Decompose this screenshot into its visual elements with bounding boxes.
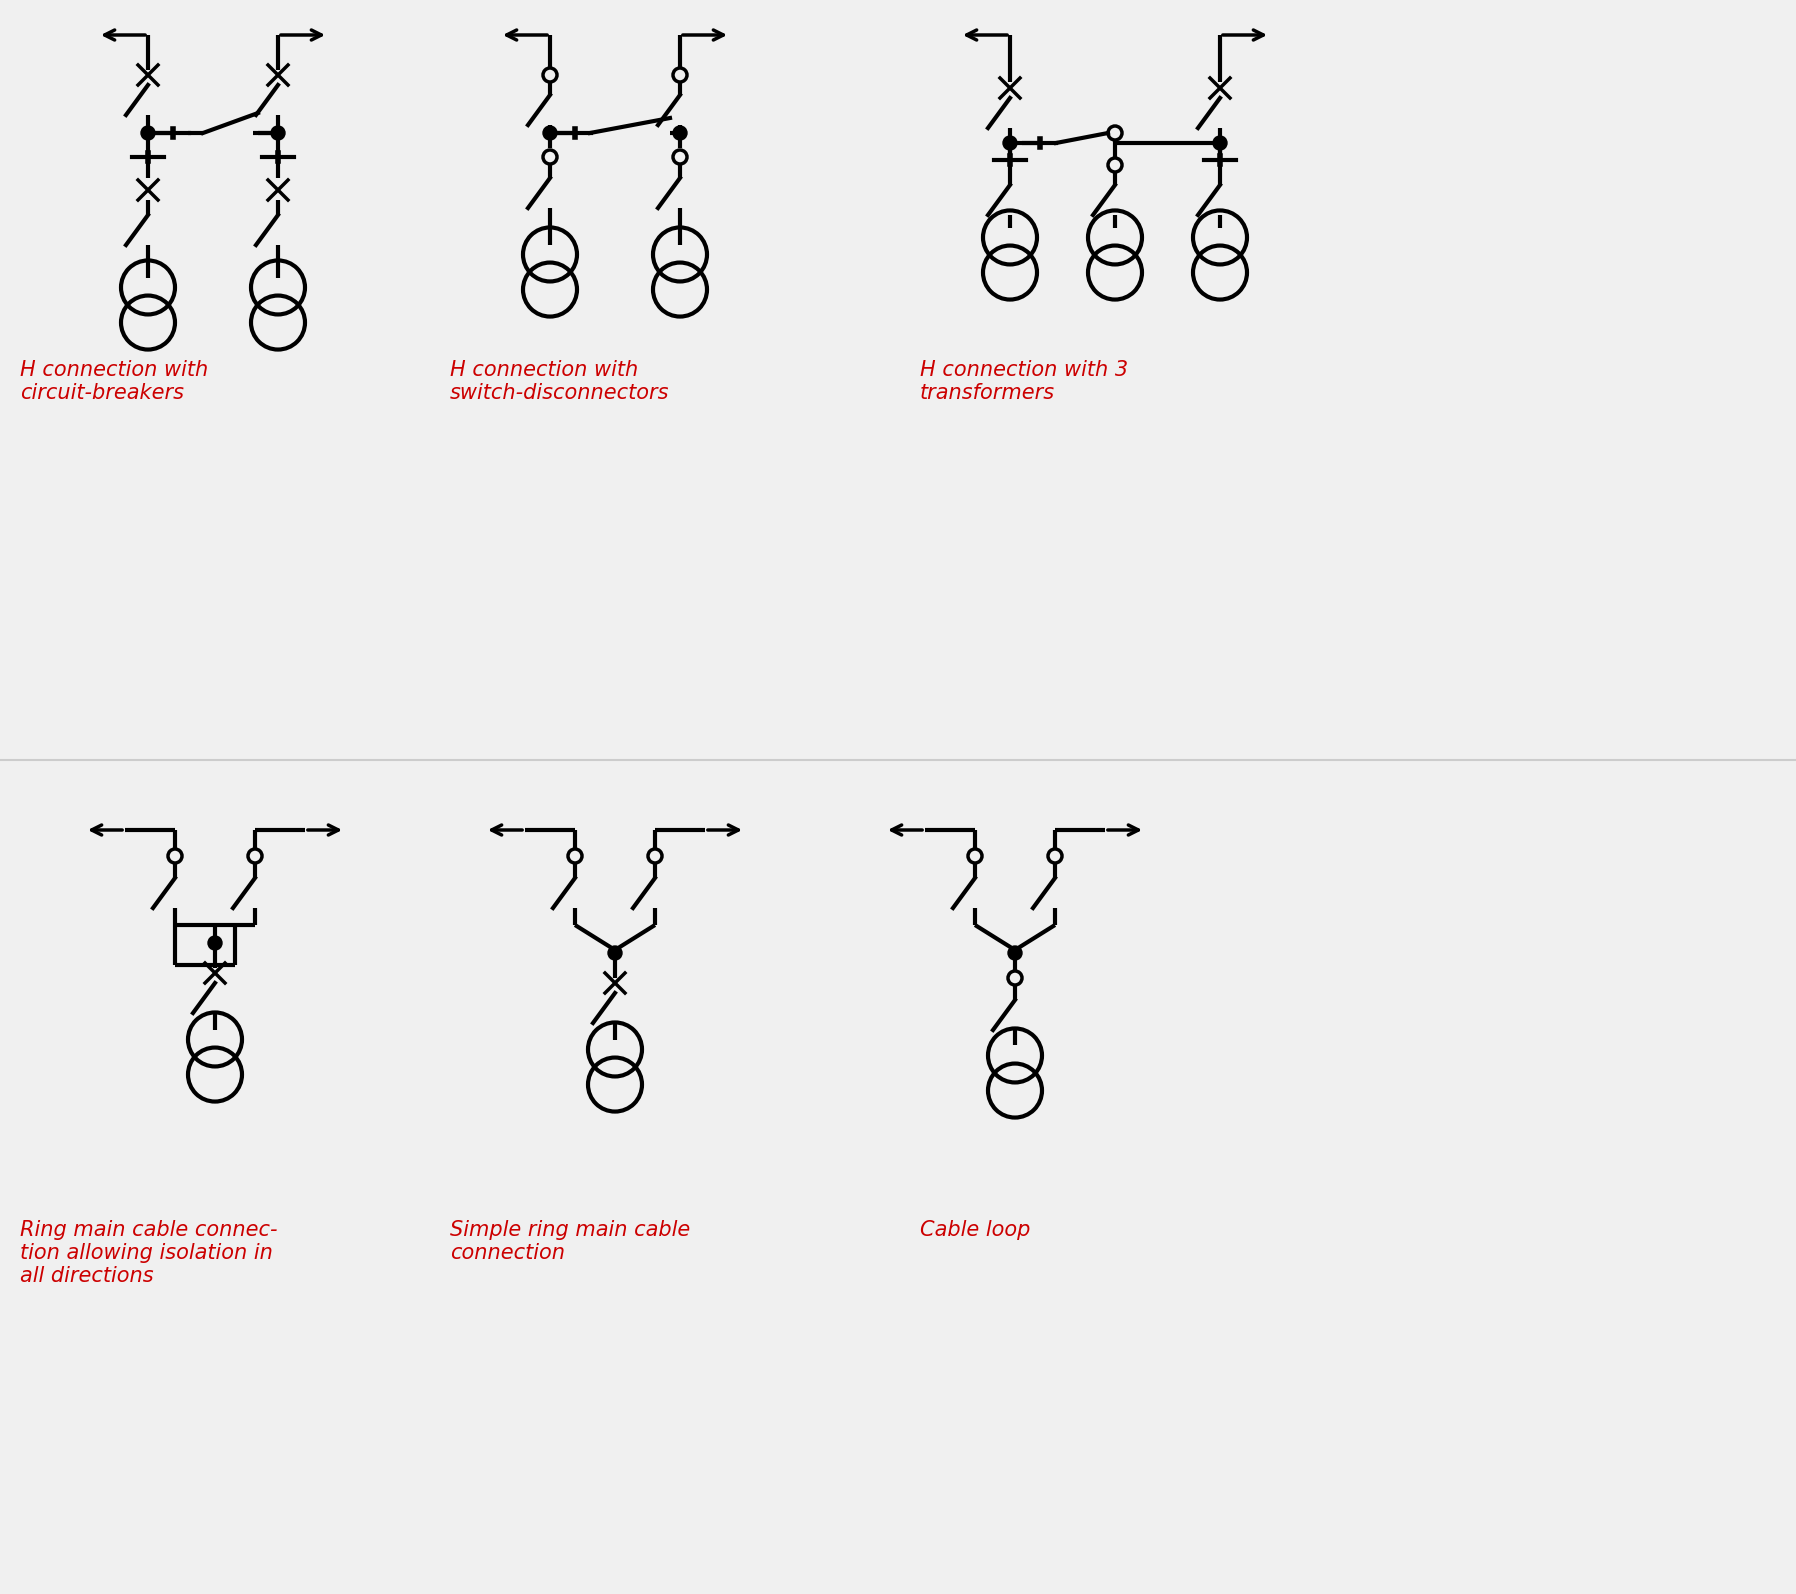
- Circle shape: [142, 126, 154, 140]
- Circle shape: [1008, 945, 1022, 960]
- Circle shape: [1002, 135, 1017, 150]
- Circle shape: [609, 945, 621, 960]
- Text: H connection with 3
transformers: H connection with 3 transformers: [920, 360, 1128, 403]
- Text: H connection with
switch-disconnectors: H connection with switch-disconnectors: [451, 360, 670, 403]
- Circle shape: [208, 936, 223, 950]
- Circle shape: [271, 126, 286, 140]
- Circle shape: [542, 126, 557, 140]
- Text: Ring main cable connec-
tion allowing isolation in
all directions: Ring main cable connec- tion allowing is…: [20, 1219, 278, 1286]
- Text: Simple ring main cable
connection: Simple ring main cable connection: [451, 1219, 690, 1262]
- Text: Cable loop: Cable loop: [920, 1219, 1031, 1240]
- Text: H connection with
circuit-breakers: H connection with circuit-breakers: [20, 360, 208, 403]
- Circle shape: [674, 126, 688, 140]
- Circle shape: [1212, 135, 1227, 150]
